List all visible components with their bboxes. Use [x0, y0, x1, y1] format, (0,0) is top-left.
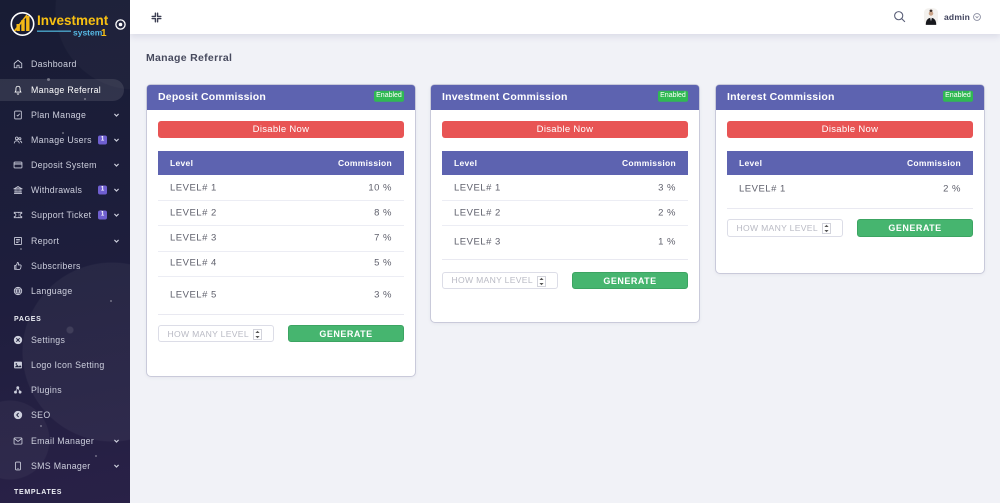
svg-text:system: system — [73, 28, 103, 38]
svg-text:Investment: Investment — [37, 13, 109, 28]
svg-text:1: 1 — [101, 28, 107, 39]
